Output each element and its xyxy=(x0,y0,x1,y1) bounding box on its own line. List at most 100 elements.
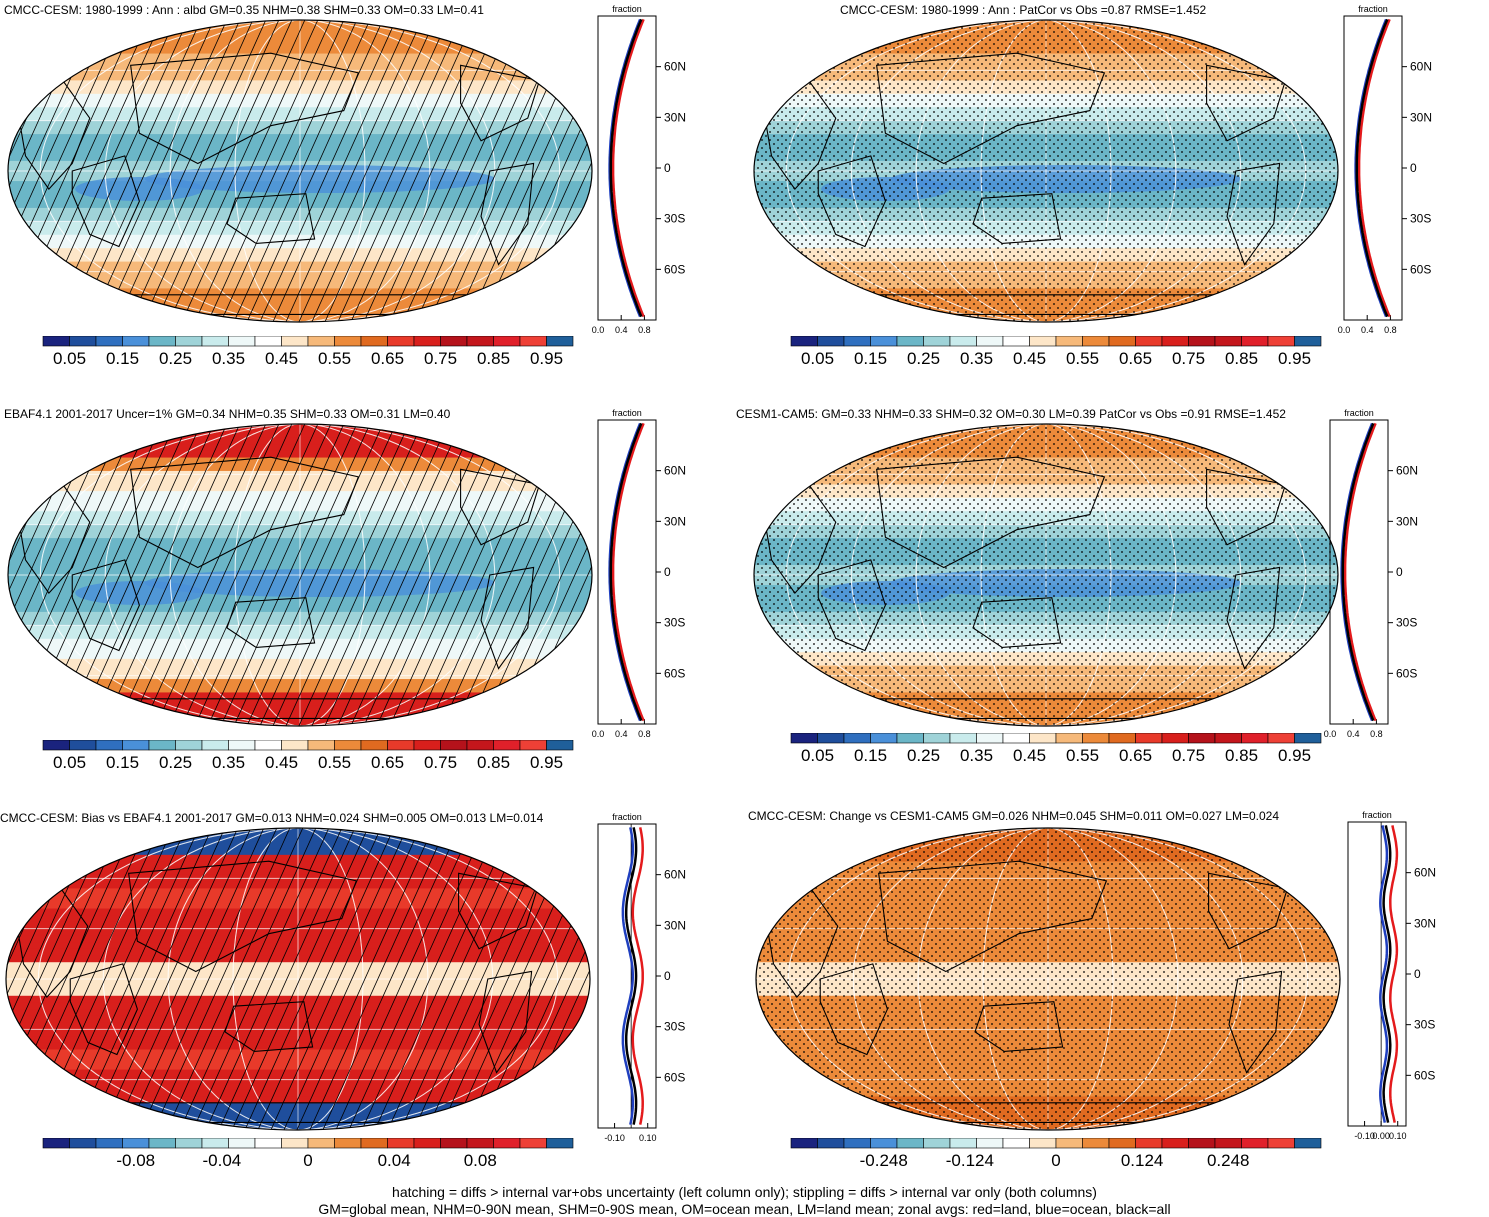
caption-line-1: hatching = diffs > internal var+obs unce… xyxy=(0,1184,1489,1200)
colorbar-swatch xyxy=(361,1138,388,1148)
colorbar-label: 0.65 xyxy=(1119,746,1152,765)
colorbar-swatch xyxy=(1295,733,1322,743)
lat-tick-label: 30S xyxy=(664,616,685,630)
zonal-land-line xyxy=(1359,19,1390,316)
colorbar-swatch xyxy=(1268,733,1295,743)
colorbar-swatch xyxy=(871,336,898,346)
colorbar-swatch xyxy=(520,1138,547,1148)
x-tick-label: 0.0 xyxy=(592,325,605,335)
colorbar-swatch xyxy=(791,1138,818,1148)
colorbar-swatch xyxy=(1136,1138,1163,1148)
colorbar-label: 0.124 xyxy=(1121,1151,1164,1170)
colorbar-swatch xyxy=(1242,1138,1269,1148)
colorbar-swatch xyxy=(361,740,388,750)
colorbar-swatch xyxy=(388,336,415,346)
colorbar-swatch xyxy=(1003,733,1030,743)
colorbar-label: 0 xyxy=(1051,1151,1060,1170)
lat-tick-label: 30S xyxy=(1414,1018,1435,1032)
colorbar-swatch xyxy=(335,740,362,750)
colorbar-swatch xyxy=(871,733,898,743)
x-tick-label: 0.4 xyxy=(1347,729,1360,739)
colorbar-label: 0.55 xyxy=(1066,349,1099,368)
colorbar-label: 0.35 xyxy=(960,746,993,765)
colorbar-swatch xyxy=(818,336,845,346)
colorbar-swatch xyxy=(96,740,123,750)
colorbar-swatch xyxy=(70,740,97,750)
colorbar-swatch xyxy=(520,336,547,346)
lat-tick-label: 60S xyxy=(1396,666,1417,680)
map-panel-5 xyxy=(4,826,592,1132)
colorbar-swatch xyxy=(308,336,335,346)
colorbar-swatch xyxy=(96,1138,123,1148)
colorbar-swatch xyxy=(547,336,574,346)
lat-tick-label: 0 xyxy=(1396,565,1403,579)
colorbar-swatch xyxy=(441,740,468,750)
lat-tick-label: 0 xyxy=(664,161,671,175)
colorbar-swatch xyxy=(791,733,818,743)
lat-tick-label: 60S xyxy=(664,1070,685,1084)
colorbar-label: 0.45 xyxy=(265,349,298,368)
colorbar-swatch xyxy=(791,336,818,346)
colorbar-swatch xyxy=(1268,336,1295,346)
colorbar-label: 0.248 xyxy=(1207,1151,1250,1170)
lat-tick-label: 30S xyxy=(1396,616,1417,630)
colorbar-swatch xyxy=(335,1138,362,1148)
colorbar-label: 0.35 xyxy=(960,349,993,368)
colorbar-swatch xyxy=(1109,1138,1136,1148)
panel-2-title: CMCC-CESM: 1980-1999 : Ann : PatCor vs O… xyxy=(840,3,1206,17)
colorbar-swatch xyxy=(149,1138,176,1148)
colorbar-label: 0.25 xyxy=(907,746,940,765)
colorbar-swatch xyxy=(43,336,70,346)
colorbar-swatch xyxy=(414,336,441,346)
lat-tick-label: 60N xyxy=(664,464,686,478)
colorbar-swatch xyxy=(255,1138,282,1148)
colorbar-swatch xyxy=(361,336,388,346)
x-tick-label: -0.10 xyxy=(604,1133,625,1143)
colorbar-label: 0.95 xyxy=(530,753,563,772)
colorbar-swatch xyxy=(977,733,1004,743)
colorbar-swatch xyxy=(176,1138,203,1148)
colorbar-swatch xyxy=(924,1138,951,1148)
colorbar-swatch xyxy=(547,1138,574,1148)
colorbar-label: 0.08 xyxy=(464,1151,497,1170)
zonal-land-line xyxy=(613,19,644,316)
colorbar-label: 0.04 xyxy=(378,1151,411,1170)
colorbar-swatch xyxy=(494,740,521,750)
zonal-all-line xyxy=(1357,19,1388,316)
zonal-land-line xyxy=(1345,423,1376,720)
zonal-all-line xyxy=(611,19,642,316)
colorbar-swatch xyxy=(70,1138,97,1148)
map-panel-6 xyxy=(754,826,1342,1132)
lat-tick-label: 60N xyxy=(664,60,686,74)
x-tick-label: 0.0 xyxy=(592,729,605,739)
colorbar-swatch xyxy=(388,1138,415,1148)
x-tick-label: 0.8 xyxy=(638,729,651,739)
x-tick-label: 0.10 xyxy=(1389,1131,1407,1141)
colorbar-label: 0.35 xyxy=(212,753,245,772)
colorbar-label: -0.08 xyxy=(116,1151,155,1170)
lat-tick-label: 60N xyxy=(1414,866,1436,880)
colorbar-swatch xyxy=(818,733,845,743)
colorbar-swatch xyxy=(844,336,871,346)
colorbar-label: 0.65 xyxy=(371,349,404,368)
zonal-land-line xyxy=(1390,825,1397,1122)
colorbar-swatch xyxy=(1295,1138,1322,1148)
colorbar-label: 0.85 xyxy=(477,349,510,368)
lat-tick-label: 30N xyxy=(664,514,686,528)
colorbar-swatch xyxy=(1083,1138,1110,1148)
colorbar-swatch xyxy=(149,336,176,346)
colorbar-swatch xyxy=(229,336,256,346)
lat-tick-label: 60S xyxy=(1414,1068,1435,1082)
colorbar-swatch xyxy=(441,336,468,346)
colorbar-label: 0.55 xyxy=(318,349,351,368)
panel-3-title: EBAF4.1 2001-2017 Uncer=1% GM=0.34 NHM=0… xyxy=(4,407,450,421)
colorbar-swatch xyxy=(494,336,521,346)
colorbar-swatch xyxy=(1056,733,1083,743)
colorbar-swatch xyxy=(43,1138,70,1148)
colorbar-swatch xyxy=(1083,733,1110,743)
colorbar-swatch xyxy=(96,336,123,346)
